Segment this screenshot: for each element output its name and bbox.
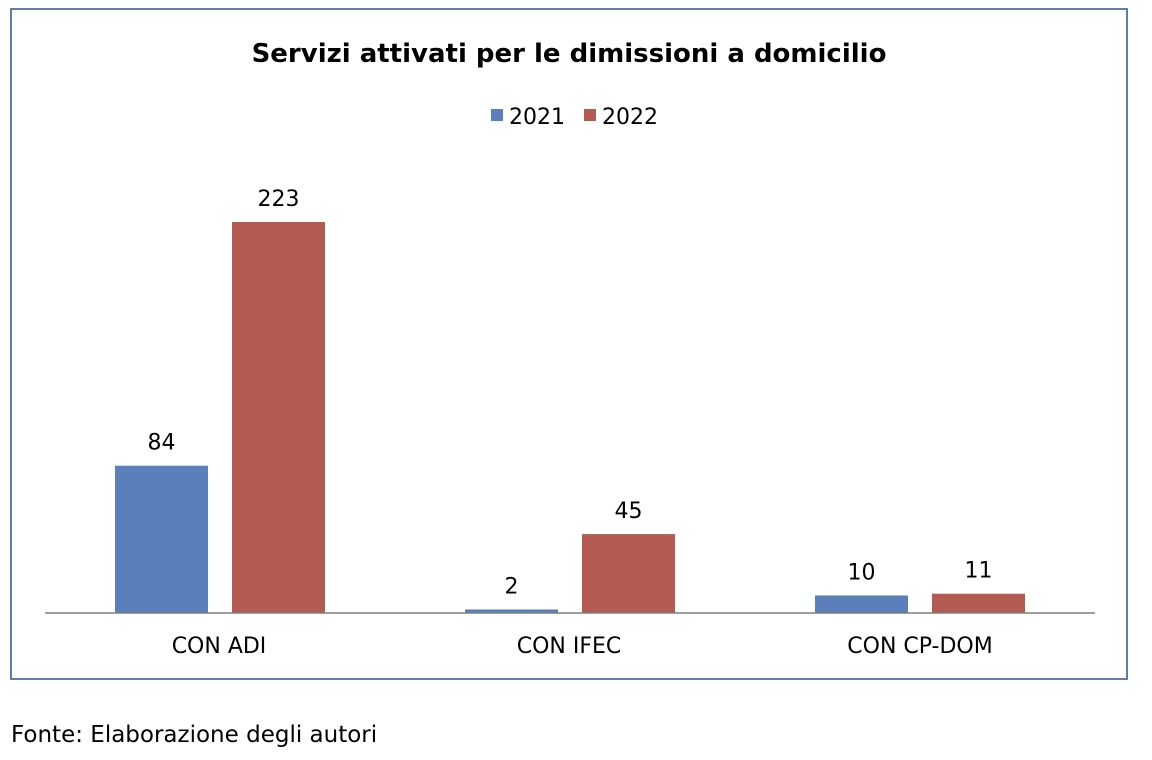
- data-label-con-adi-2022: 223: [258, 187, 300, 212]
- data-label-con-adi-2021: 84: [148, 431, 176, 456]
- data-label-con-cp-dom-2022: 11: [965, 559, 993, 584]
- legend-swatch-2022: [584, 109, 596, 121]
- bar-con-ifec-2021: [465, 609, 558, 613]
- legend-swatch-2021: [491, 109, 503, 121]
- x-tick-label-con-adi: CON ADI: [172, 634, 267, 659]
- source-note: Fonte: Elaborazione degli autori: [11, 722, 378, 748]
- x-tick-label-con-ifec: CON IFEC: [517, 634, 622, 659]
- bars-layer: [115, 222, 1025, 613]
- data-label-con-cp-dom-2021: 10: [848, 560, 876, 585]
- legend-label-2022: 2022: [602, 105, 658, 130]
- bar-con-cp-dom-2022: [932, 593, 1025, 613]
- x-tick-label-con-cp-dom: CON CP-DOM: [847, 634, 992, 659]
- legend-label-2021: 2021: [509, 105, 565, 130]
- data-label-con-ifec-2021: 2: [505, 574, 519, 599]
- data-labels-layer: 84 223 2 45 10 11: [148, 187, 993, 599]
- bar-con-adi-2022: [232, 222, 325, 613]
- legend: 2021 2022: [491, 105, 658, 130]
- data-label-con-ifec-2022: 45: [615, 499, 643, 524]
- chart-title: Servizi attivati per le dimissioni a dom…: [252, 39, 887, 69]
- bar-con-ifec-2022: [582, 534, 675, 613]
- bar-chart: Servizi attivati per le dimissioni a dom…: [45, 39, 1095, 659]
- bar-con-cp-dom-2021: [815, 595, 908, 613]
- bar-con-adi-2021: [115, 465, 208, 613]
